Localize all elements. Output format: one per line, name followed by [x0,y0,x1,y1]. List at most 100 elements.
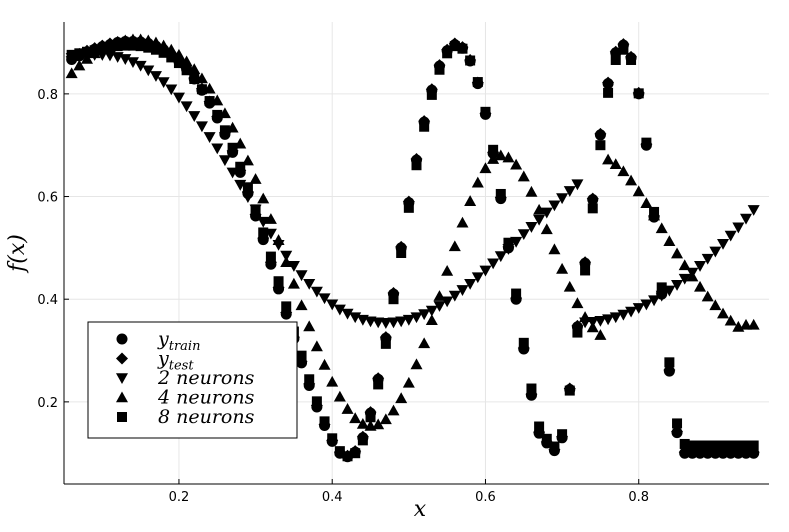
data-point-square [587,203,598,214]
legend-item: 2 neurons [116,367,255,389]
data-point-triangle-down [709,246,722,258]
data-point-triangle-up [456,216,469,228]
data-point-square [426,89,437,100]
data-point-square [250,204,261,215]
data-point-triangle-down [556,193,569,205]
data-point-triangle-up [655,222,668,234]
data-point-triangle-down [257,216,270,228]
data-point-triangle-up [663,235,676,246]
data-point-triangle-up [387,404,400,416]
data-point-triangle-down [149,71,162,82]
data-point-square [158,47,169,58]
data-point-triangle-down [548,200,561,212]
data-point-square [66,49,77,60]
series-square [66,40,759,462]
x-axis-title: x [414,497,427,522]
data-point-square [626,54,637,65]
data-point-square [273,276,284,287]
data-point-square [281,301,292,312]
data-point-diamond [586,192,599,205]
data-point-triangle-up [694,280,707,292]
data-point-square [488,144,499,155]
legend-marker-circle [116,333,128,345]
data-point-diamond [671,425,684,438]
data-point-triangle-up [272,234,285,245]
data-point-square [518,337,529,348]
data-point-square [419,121,430,132]
data-point-triangle-up [287,277,300,289]
data-point-triangle-up [418,337,431,349]
data-point-triangle-down [471,272,484,284]
data-point-triangle-down [724,230,737,242]
data-point-square [342,451,353,462]
data-point-triangle-down [732,222,745,234]
data-point-square [610,54,621,65]
data-point-triangle-up [80,52,93,64]
data-point-triangle-down [494,251,507,263]
data-point-square [541,433,552,444]
data-point-square [181,65,192,76]
y-tick-label: 0.6 [37,191,58,206]
data-point-triangle-down [678,273,691,285]
data-point-triangle-down [617,309,630,321]
data-point-triangle-up [602,153,615,165]
data-point-square [641,137,652,148]
data-point-triangle-down [602,314,615,326]
data-point-triangle-up [494,149,507,161]
data-point-triangle-up [586,321,599,333]
data-point-square [350,448,361,459]
data-point-triangle-up [257,192,270,204]
data-point-square [733,440,744,451]
data-point-triangle-down [594,315,607,327]
data-point-triangle-down [341,308,354,320]
data-point-square [235,161,246,172]
data-point-triangle-up [502,151,515,163]
data-point-triangle-down [433,301,446,312]
data-point-square [74,48,85,59]
data-point-square [365,412,376,423]
data-point-triangle-up [349,412,362,424]
data-point-square [702,440,713,451]
data-point-square [465,55,476,66]
data-point-square [695,440,706,451]
data-point-square [672,418,683,429]
data-point-square [97,43,108,54]
legend-marker-diamond [116,352,128,365]
data-point-square [534,421,545,432]
data-point-square [472,77,483,88]
data-point-square [219,125,230,136]
data-point-triangle-up [686,270,699,282]
data-point-triangle-up [625,174,638,186]
data-point-triangle-down [671,280,684,291]
data-point-triangle-down [655,290,668,302]
data-point-square [603,87,614,98]
data-point-square [710,440,721,451]
data-point-triangle-up [395,392,408,404]
data-point-triangle-down [157,77,170,89]
data-point-square [564,385,575,396]
data-point-triangle-up [747,318,760,330]
data-point-square [718,440,729,451]
data-point-triangle-up [717,307,730,319]
data-point-triangle-down [318,293,331,305]
data-point-square [319,416,330,427]
data-point-square [120,40,131,51]
data-point-triangle-down [694,261,707,272]
data-point-triangle-up [372,418,385,430]
data-point-square [679,438,690,449]
data-point-triangle-down [303,279,316,290]
data-point-square [480,106,491,117]
data-point-square [89,45,100,56]
data-point-triangle-up [471,176,484,188]
data-point-triangle-down [740,213,753,225]
data-point-square [380,338,391,349]
data-point-square [327,433,338,444]
x-tick-label: 0.6 [475,490,496,505]
legend-subscript: train [169,339,201,354]
data-point-triangle-up [280,256,293,268]
data-point-triangle-up [548,243,561,255]
data-point-triangle-down [456,285,469,296]
data-point-triangle-down [188,111,201,122]
data-point-triangle-up [640,197,653,209]
data-point-triangle-down [142,65,155,77]
